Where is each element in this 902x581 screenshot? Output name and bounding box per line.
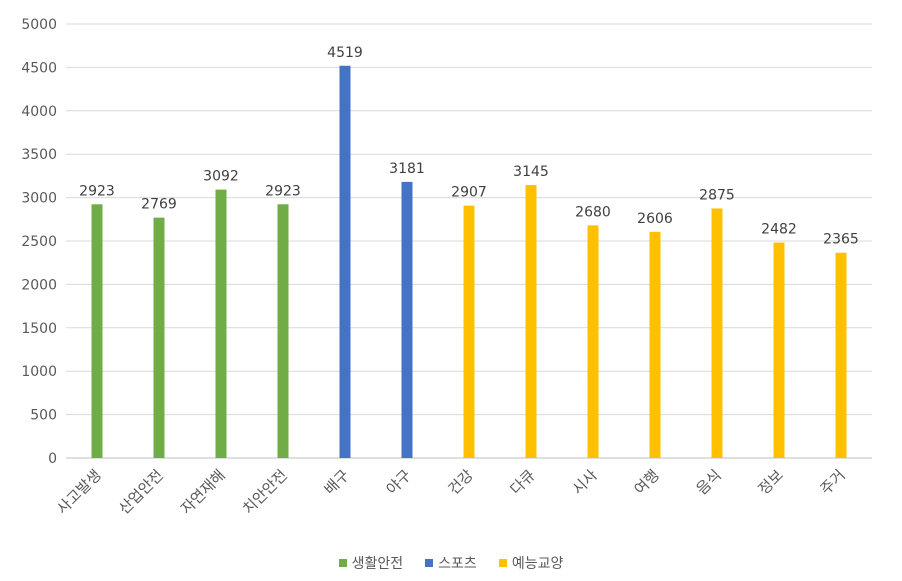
bar [339, 65, 351, 459]
legend-swatch [425, 559, 434, 567]
bar [711, 208, 723, 458]
x-tick-label: 정보 [755, 466, 787, 498]
bar [215, 189, 227, 459]
x-tick-label: 치안안전 [239, 466, 291, 518]
x-tick-label: 배구 [321, 466, 353, 498]
bar [401, 181, 413, 458]
bar-chart: 0 500 1000 1500 2000 2500 3000 3500 4000 4500 5000… [21, 17, 872, 518]
x-tick-label: 야구 [383, 466, 415, 498]
x-axis-tick-labels: 사고발생 산업안전 자연재해 치안안전 배구 야구 건강 다큐 시사 여행 음식 정보 주거 [53, 466, 849, 518]
bar [649, 231, 661, 458]
y-tick-label: 3000 [21, 191, 57, 207]
bar [153, 217, 165, 458]
data-label: 3181 [389, 161, 425, 177]
data-label: 2907 [451, 185, 487, 201]
legend-label: 생활안전 [351, 556, 404, 572]
legend: 생활안전 스포츠 예능교양 [0, 553, 902, 573]
legend-swatch [498, 559, 507, 567]
legend-swatch [338, 559, 347, 567]
data-labels: 2923 2769 3092 2923 4519 3181 2907 3145 2680 2606… [79, 45, 859, 248]
data-label: 2482 [761, 222, 797, 238]
y-axis-tick-labels: 0 500 1000 1500 2000 2500 3000 3500 4000 4500 5000 [21, 17, 57, 467]
data-label: 3145 [513, 164, 549, 180]
data-label: 2769 [141, 197, 177, 213]
y-tick-label: 1000 [21, 364, 57, 380]
bar [835, 252, 847, 458]
bar [525, 185, 537, 458]
y-tick-label: 1500 [21, 321, 57, 337]
bar [277, 204, 289, 458]
legend-label: 예능교양 [511, 556, 564, 572]
legend-item: 스포츠 [425, 553, 477, 573]
data-label: 2923 [79, 183, 115, 199]
bars [91, 65, 847, 459]
x-tick-label: 음식 [693, 466, 725, 498]
legend-label: 스포츠 [438, 556, 477, 572]
bar [587, 225, 599, 458]
x-tick-label: 건강 [445, 466, 477, 498]
y-tick-label: 5000 [21, 17, 57, 33]
x-tick-label: 산업안전 [115, 466, 167, 518]
data-label: 4519 [327, 45, 363, 61]
y-tick-label: 3500 [21, 147, 57, 163]
data-label: 2875 [699, 187, 735, 203]
data-label: 3092 [203, 169, 239, 185]
y-tick-label: 2000 [21, 277, 57, 293]
data-label: 2680 [575, 204, 611, 220]
y-tick-label: 2500 [21, 234, 57, 250]
y-tick-label: 4500 [21, 60, 57, 76]
legend-item: 예능교양 [498, 553, 564, 573]
data-label: 2923 [265, 183, 301, 199]
bar [773, 242, 785, 458]
x-tick-label: 시사 [569, 466, 601, 498]
data-label: 2606 [637, 211, 673, 227]
x-tick-label: 자연재해 [177, 466, 229, 518]
bar [91, 204, 103, 458]
x-tick-label: 사고발생 [53, 466, 105, 518]
y-tick-label: 0 [48, 451, 57, 467]
bar [463, 205, 475, 458]
x-tick-label: 여행 [631, 466, 663, 498]
y-tick-label: 4000 [21, 104, 57, 120]
x-tick-label: 다큐 [507, 466, 539, 498]
legend-item: 생활안전 [338, 553, 404, 573]
data-label: 2365 [823, 232, 859, 248]
y-tick-label: 500 [30, 408, 57, 424]
x-tick-label: 주거 [817, 466, 849, 498]
